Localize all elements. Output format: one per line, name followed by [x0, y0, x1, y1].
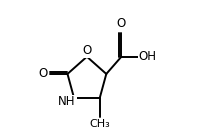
Text: OH: OH — [139, 50, 157, 63]
Text: CH₃: CH₃ — [90, 119, 110, 129]
Text: O: O — [117, 17, 126, 30]
Text: NH: NH — [58, 95, 76, 108]
Text: O: O — [82, 44, 92, 57]
Text: O: O — [39, 67, 48, 80]
